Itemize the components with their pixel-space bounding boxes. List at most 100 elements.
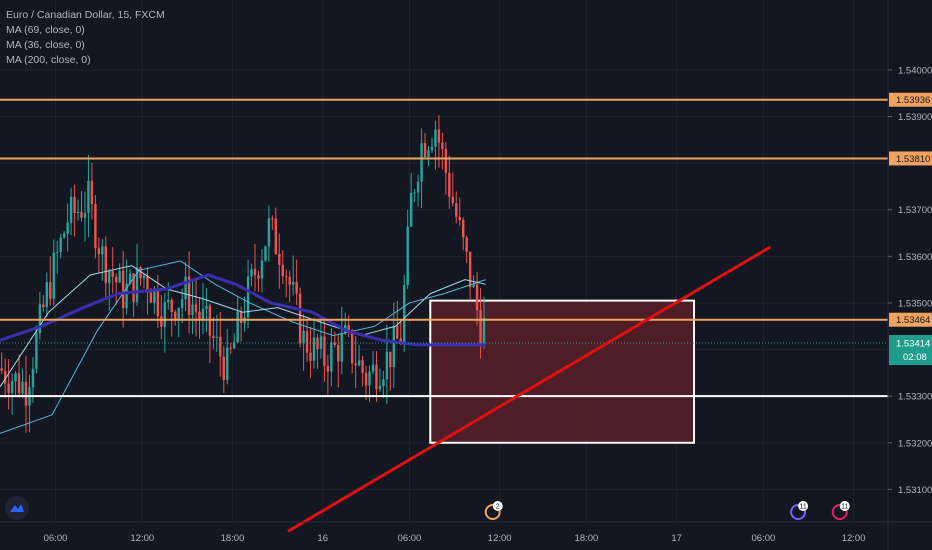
candle-body	[257, 275, 260, 279]
price-zone-box[interactable]	[429, 299, 695, 444]
candle-body	[368, 371, 371, 386]
candle	[274, 207, 278, 255]
candle	[250, 263, 253, 287]
candle-body	[295, 282, 298, 294]
candle-body	[236, 311, 239, 343]
candle-body	[191, 304, 194, 315]
event-marker-dividend[interactable]: 11	[790, 501, 809, 520]
candle-body	[357, 360, 361, 366]
candle	[76, 199, 80, 221]
candle	[201, 283, 205, 335]
candle-body	[229, 347, 232, 349]
candle-body	[375, 364, 378, 390]
candle-body	[153, 288, 156, 303]
time-tick-label: 06:00	[44, 533, 68, 544]
chart-legend: Euro / Canadian Dollar, 15, FXCM MA (69,…	[6, 8, 165, 68]
candle-body	[309, 352, 312, 361]
candle-body	[361, 360, 364, 373]
candle-body	[163, 302, 166, 327]
candle	[361, 355, 364, 387]
candle	[219, 312, 222, 377]
candle-body	[316, 337, 319, 350]
candle	[350, 328, 354, 374]
candle	[239, 306, 243, 342]
candle	[17, 354, 21, 398]
time-tick-label: 16	[317, 533, 328, 544]
indicator-ma-36[interactable]: MA (36, close, 0)	[6, 39, 85, 51]
candle-body	[267, 218, 271, 247]
candle-body	[180, 299, 184, 309]
candle-body	[465, 237, 468, 252]
candle	[278, 233, 281, 289]
candle	[69, 187, 73, 235]
indicator-ma-200[interactable]: MA (200, close, 0)	[6, 54, 91, 66]
candle-body	[42, 304, 45, 308]
tradingview-logo-icon[interactable]	[5, 496, 29, 520]
candle-body	[14, 373, 17, 382]
candle-body	[392, 326, 396, 368]
price-tick-label: 1.53900	[898, 112, 932, 123]
candle-body	[340, 332, 343, 362]
candle-body	[73, 196, 76, 214]
candle	[167, 282, 170, 310]
candle	[177, 307, 180, 338]
price-axis-background	[888, 0, 932, 550]
candle-body	[333, 342, 337, 345]
price-level-badge	[889, 312, 932, 327]
candle-body	[3, 370, 7, 384]
candle	[330, 327, 333, 387]
time-tick-label: 12:00	[130, 533, 154, 544]
candle-body	[201, 308, 205, 319]
candle-body	[291, 282, 295, 285]
candle	[115, 273, 118, 305]
candle	[409, 173, 413, 228]
indicator-ma-69[interactable]: MA (69, close, 0)	[6, 24, 85, 36]
ma-36-line	[0, 265, 486, 388]
candle-body	[462, 220, 465, 238]
candle-body	[156, 288, 160, 317]
candle-body	[232, 342, 236, 349]
candle-body	[212, 335, 215, 338]
candle	[475, 271, 479, 326]
candle	[326, 354, 330, 395]
candle	[180, 288, 184, 324]
candle	[420, 128, 423, 209]
candle	[253, 243, 257, 292]
event-count-label: 11	[799, 504, 806, 511]
candle-body	[253, 268, 257, 276]
candle	[462, 217, 465, 251]
candle	[444, 141, 448, 195]
event-marker-earnings[interactable]: 2	[484, 501, 503, 520]
candle-body	[441, 142, 444, 149]
candle-body	[17, 373, 21, 394]
candle-body	[101, 246, 104, 255]
price-tick-label: 1.53300	[898, 392, 932, 403]
candle	[389, 351, 392, 391]
candle	[83, 191, 87, 242]
candle-body	[347, 324, 350, 331]
candle	[305, 320, 309, 362]
candle	[271, 215, 274, 230]
candle-body	[132, 273, 135, 302]
candle-body	[250, 268, 253, 277]
price-tick-label: 1.53200	[898, 438, 932, 449]
candle	[364, 366, 368, 401]
candle-body	[413, 192, 416, 194]
candle	[354, 336, 357, 389]
trend-line[interactable]	[287, 245, 772, 533]
price-tick-label: 1.53100	[898, 485, 932, 496]
candle-body	[403, 285, 406, 344]
candle	[108, 268, 111, 311]
candle-body	[24, 381, 28, 406]
candle-body	[420, 143, 423, 182]
candle	[267, 205, 271, 262]
ma-200-line	[0, 273, 486, 347]
current-price-label: 1.53414	[896, 339, 930, 350]
candle	[285, 269, 288, 298]
candle	[309, 326, 312, 379]
candle	[333, 331, 337, 348]
event-marker-calendar[interactable]: 11	[831, 501, 850, 520]
candle-body	[174, 311, 177, 321]
candle-body	[56, 252, 59, 254]
